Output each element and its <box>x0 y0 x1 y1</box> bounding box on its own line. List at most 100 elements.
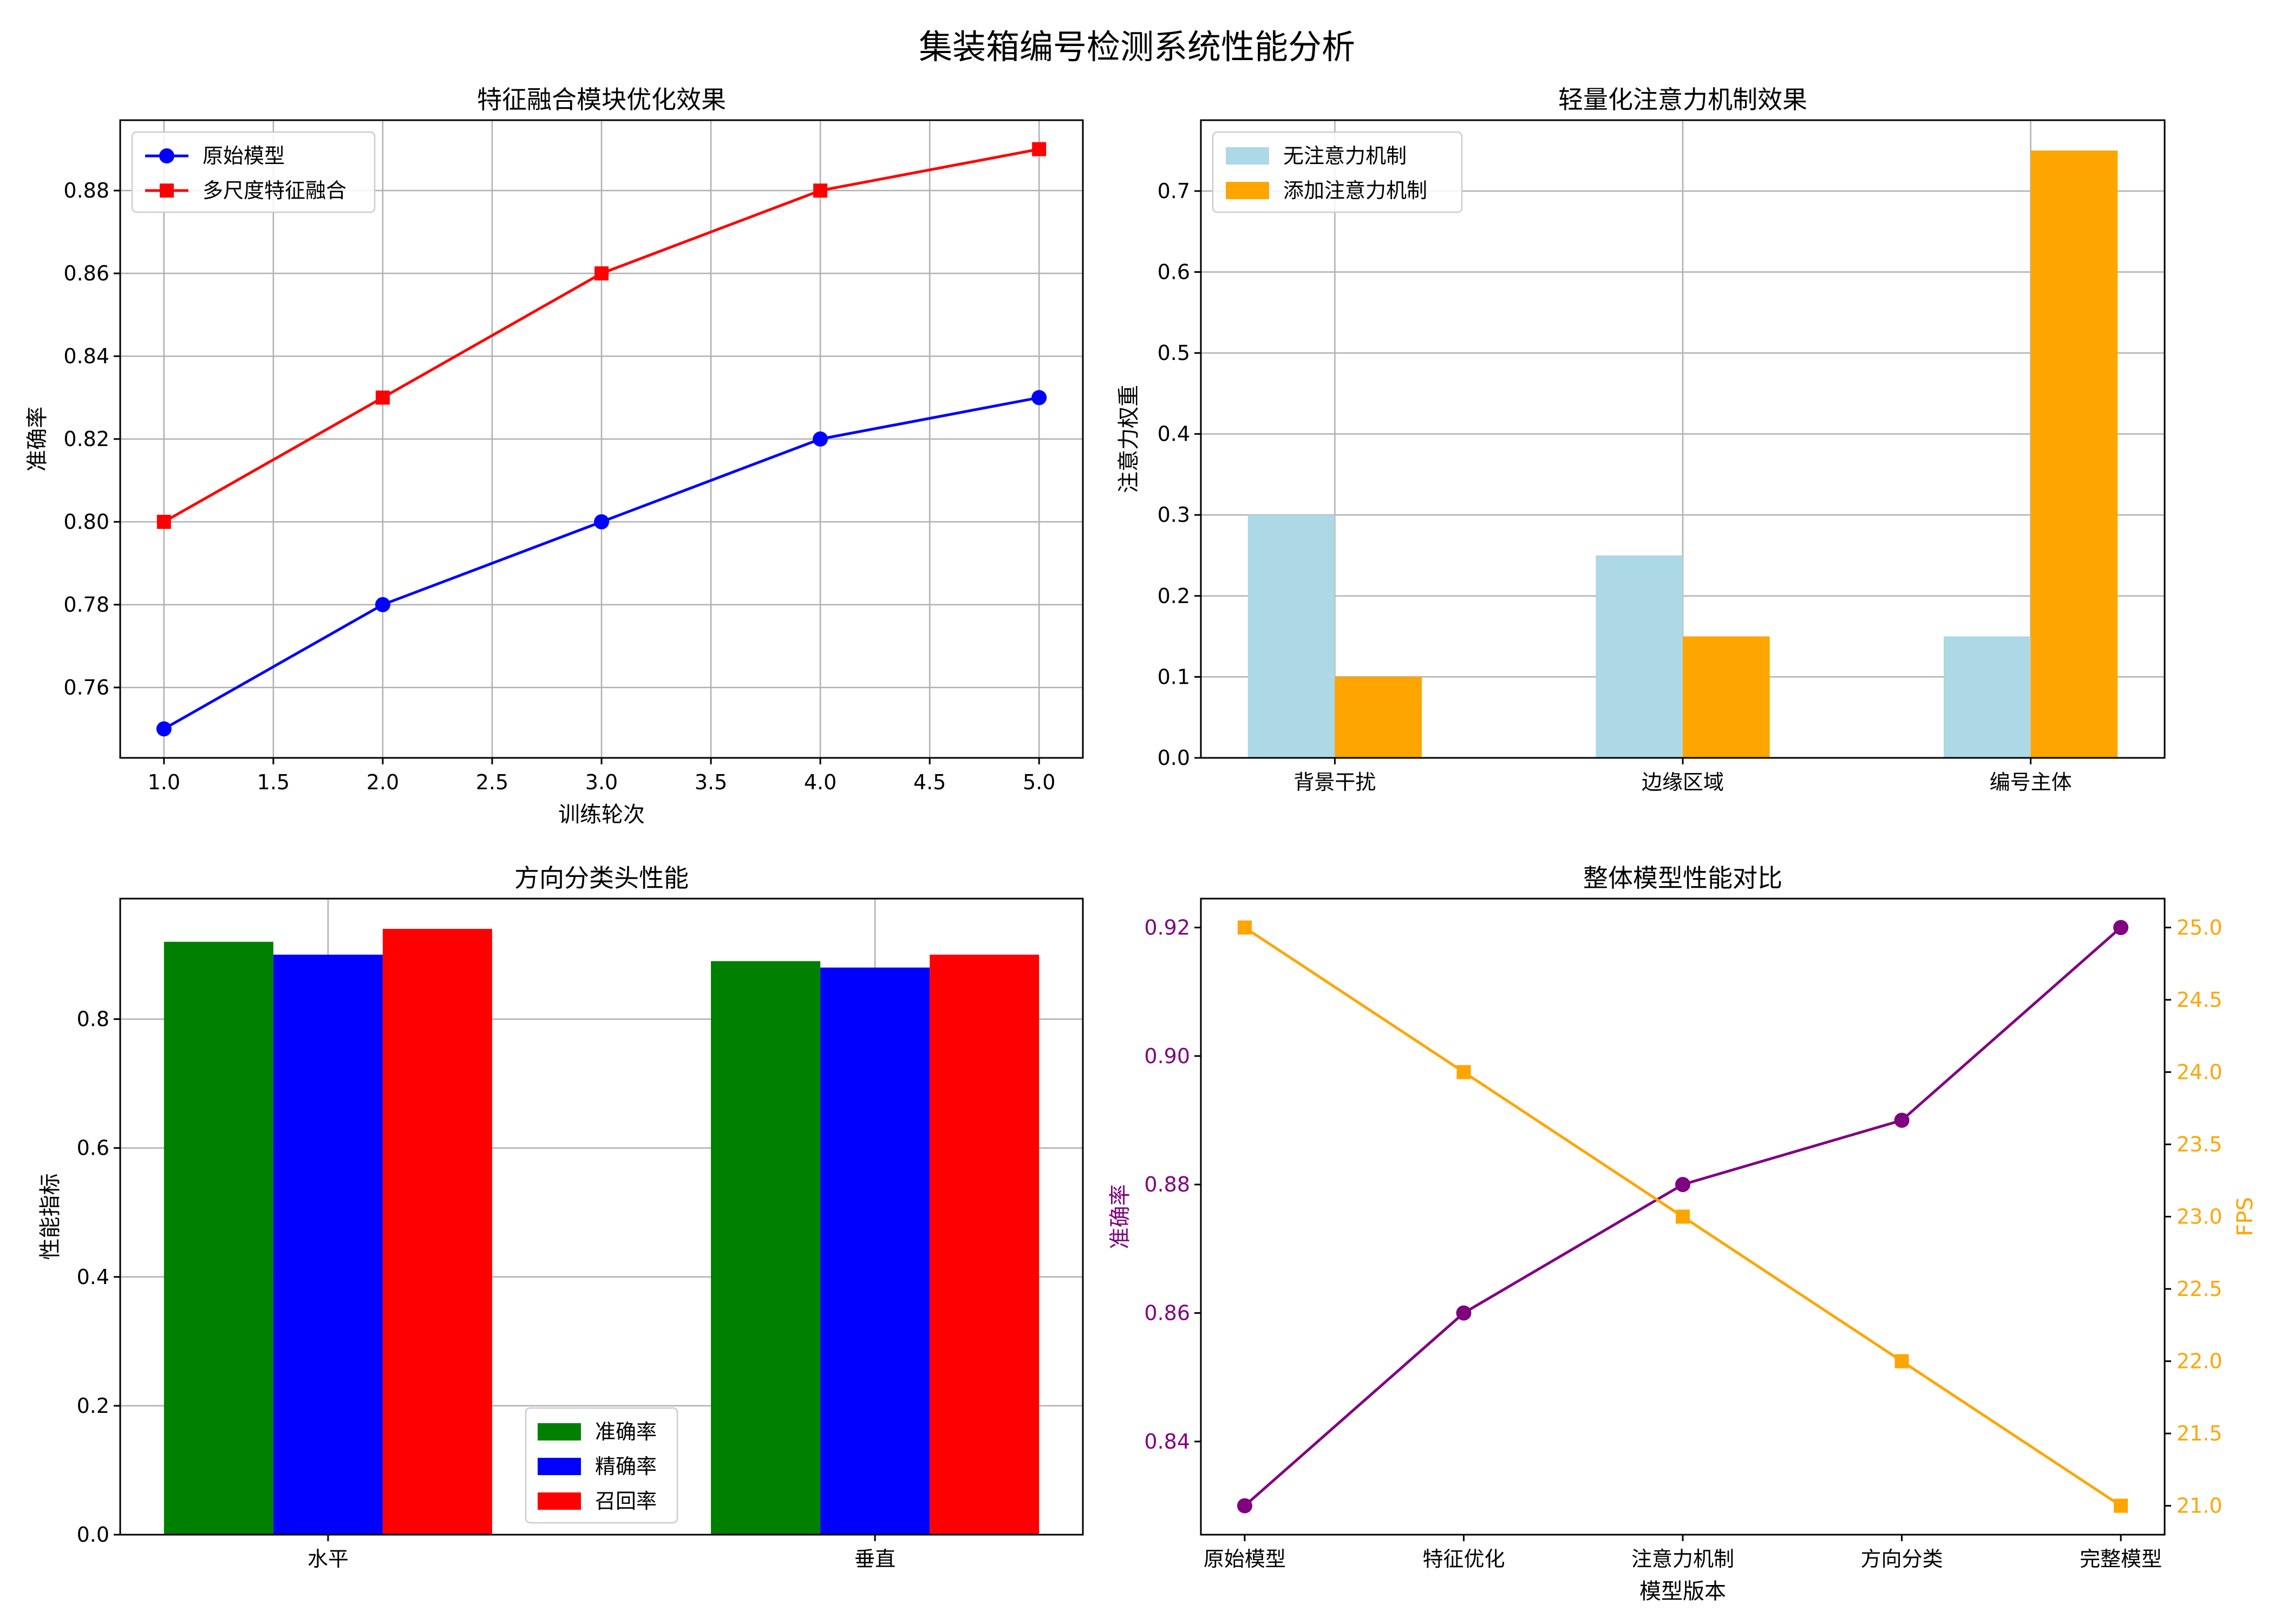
bar <box>1247 515 1335 758</box>
x-tick-label: 完整模型 <box>2080 1547 2162 1571</box>
plot-frame <box>119 898 1084 1536</box>
x-tick-label: 边缘区域 <box>1642 770 1724 794</box>
chart-overall-comparison: 0.84 0.86 0.88 0.90 0.92 21.0 21.5 22.0 22.5 23.0… <box>1108 863 2258 1604</box>
y-right-tick-label: 23.0 <box>2177 1205 2223 1229</box>
y-tick-label: 0.0 <box>1158 746 1190 770</box>
y-right-tick-label: 24.5 <box>2177 988 2223 1012</box>
plot-frame <box>119 119 1084 759</box>
y-tick-label: 0.2 <box>1158 584 1190 608</box>
y-tick-label: 0.6 <box>77 1136 109 1160</box>
bar <box>1596 555 1683 758</box>
chart-attention-weights: 0.0 0.1 0.2 0.3 0.4 0.5 0.6 0.7 背景干扰 边缘区域 编号主体 轻量化注… <box>1116 85 2166 794</box>
data-point <box>2114 1498 2128 1513</box>
y-tick-label: 0.88 <box>1144 1173 1190 1196</box>
y-right-tick-label: 21.0 <box>2177 1494 2223 1518</box>
bar <box>164 941 273 1535</box>
x-tick-label: 1.5 <box>257 770 290 794</box>
y-tick-label: 0.82 <box>63 427 109 451</box>
plot-frame <box>1200 898 2166 1536</box>
legend-marker <box>160 184 174 198</box>
x-tick-label: 4.0 <box>804 770 837 794</box>
x-tick-label: 原始模型 <box>1204 1547 1286 1571</box>
y-right-tick-label: 22.0 <box>2177 1350 2223 1373</box>
data-point <box>375 597 390 612</box>
y-tick-label: 0.76 <box>63 676 109 699</box>
y-tick-label: 0.8 <box>77 1007 109 1031</box>
y-tick-label: 0.86 <box>63 261 109 285</box>
y-axis-label: 性能指标 <box>38 1174 63 1260</box>
y-tick-label: 0.84 <box>63 344 109 368</box>
data-point <box>813 184 828 198</box>
data-point <box>1456 1065 1471 1079</box>
y-right-tick-label: 23.5 <box>2177 1132 2223 1156</box>
bar <box>382 928 492 1535</box>
data-point <box>156 721 172 737</box>
y-tick-label: 0.3 <box>1158 503 1190 527</box>
x-axis-label: 模型版本 <box>1639 1579 1726 1604</box>
chart-feature-fusion: 1.0 1.5 2.0 2.5 3.0 3.5 4.0 4.5 5.0 0.76 0.78 0.80 0… <box>25 85 1084 827</box>
bar <box>711 961 821 1535</box>
data-point <box>375 390 390 405</box>
y-tick-label: 0.7 <box>1158 179 1190 203</box>
y-tick-label: 0.4 <box>1158 422 1190 446</box>
bar <box>1683 636 1770 758</box>
data-point <box>1031 390 1047 405</box>
data-point <box>1675 1177 1690 1193</box>
chart-title: 轻量化注意力机制效果 <box>1558 85 1807 114</box>
x-axis-label: 训练轮次 <box>558 802 645 827</box>
y-right-tick-label: 22.5 <box>2177 1277 2223 1301</box>
y-tick-label: 0.92 <box>1144 915 1190 939</box>
y-tick-label: 0.0 <box>77 1523 109 1547</box>
data-point <box>1032 142 1047 156</box>
y-tick-label: 0.78 <box>63 593 109 617</box>
y-right-tick-label: 21.5 <box>2177 1422 2223 1445</box>
legend-marker <box>159 148 174 163</box>
legend-swatch <box>1226 182 1269 199</box>
x-tick-label: 2.5 <box>476 770 508 794</box>
legend-label: 多尺度特征融合 <box>202 179 347 202</box>
data-point <box>1237 920 1252 935</box>
y-tick-label: 0.80 <box>63 510 109 534</box>
legend-swatch <box>538 1492 581 1510</box>
legend-label: 无注意力机制 <box>1283 144 1407 168</box>
chart-title: 方向分类头性能 <box>514 863 689 893</box>
legend-label: 原始模型 <box>202 144 285 168</box>
x-tick-label: 3.5 <box>695 770 727 794</box>
y-axis-label: 注意力权重 <box>1116 385 1141 493</box>
y-tick-label: 0.5 <box>1158 341 1190 365</box>
y-tick-label: 0.84 <box>1144 1430 1190 1453</box>
data-point <box>156 514 171 529</box>
x-tick-label: 方向分类 <box>1861 1547 1943 1571</box>
y-right-axis-label: FPS <box>2233 1197 2258 1236</box>
x-tick-label: 特征优化 <box>1422 1547 1505 1571</box>
bar <box>1335 677 1422 758</box>
x-tick-label: 3.0 <box>585 770 618 794</box>
data-point <box>594 266 609 281</box>
legend-label: 召回率 <box>595 1489 657 1513</box>
data-point <box>594 514 609 529</box>
x-tick-label: 5.0 <box>1023 770 1055 794</box>
x-tick-label: 2.0 <box>367 770 399 794</box>
x-tick-label: 1.0 <box>148 770 180 794</box>
legend-label: 精确率 <box>595 1455 657 1478</box>
y-tick-label: 0.90 <box>1144 1044 1190 1068</box>
y-tick-label: 0.6 <box>1158 260 1190 284</box>
chart-title: 特征融合模块优化效果 <box>477 85 726 114</box>
data-point <box>1894 1354 1909 1368</box>
x-tick-label: 背景干扰 <box>1293 770 1376 794</box>
y-axis-label: 准确率 <box>25 407 50 472</box>
data-point <box>813 431 828 447</box>
x-tick-label: 注意力机制 <box>1631 1547 1734 1571</box>
x-tick-label: 水平 <box>308 1547 349 1571</box>
legend-label: 添加注意力机制 <box>1283 179 1427 202</box>
chart-title: 整体模型性能对比 <box>1583 863 1782 893</box>
y-tick-label: 0.4 <box>77 1265 109 1289</box>
y-tick-label: 0.86 <box>1144 1301 1190 1325</box>
bar <box>273 954 383 1535</box>
data-point <box>1676 1209 1690 1224</box>
legend-swatch <box>538 1458 581 1475</box>
bar <box>1943 636 2031 758</box>
data-point <box>1456 1305 1472 1321</box>
figure-suptitle: 集装箱编号检测系统性能分析 <box>919 27 1355 67</box>
